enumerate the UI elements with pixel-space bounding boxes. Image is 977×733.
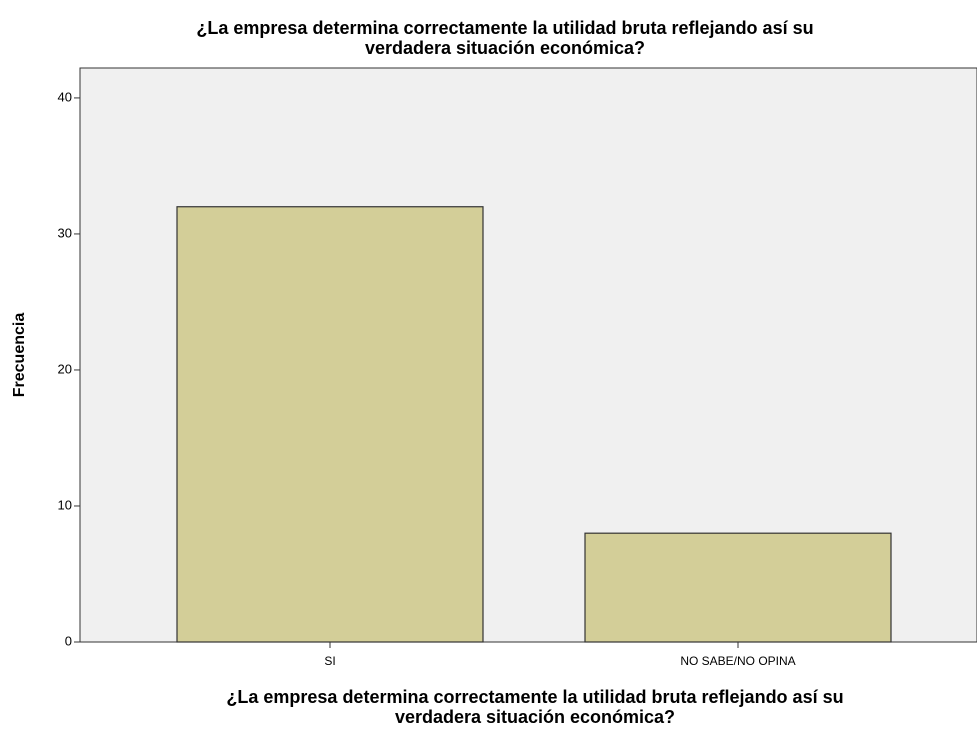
x-tick-label: SI bbox=[324, 654, 335, 668]
x-axis-label: verdadera situación económica? bbox=[395, 707, 675, 727]
bar bbox=[176, 206, 484, 643]
y-tick-label: 10 bbox=[58, 497, 72, 512]
bar bbox=[584, 532, 892, 643]
x-axis-label: ¿La empresa determina correctamente la u… bbox=[226, 687, 843, 707]
y-tick-label: 40 bbox=[58, 89, 72, 104]
y-axis-label: Frecuencia bbox=[11, 313, 28, 398]
y-tick-label: 0 bbox=[65, 633, 72, 648]
x-tick-label: NO SABE/NO OPINA bbox=[680, 654, 795, 668]
chart-title: ¿La empresa determina correctamente la u… bbox=[196, 18, 813, 38]
y-tick-label: 30 bbox=[58, 225, 72, 240]
y-tick-label: 20 bbox=[58, 361, 72, 376]
chart-title: verdadera situación económica? bbox=[365, 38, 645, 58]
